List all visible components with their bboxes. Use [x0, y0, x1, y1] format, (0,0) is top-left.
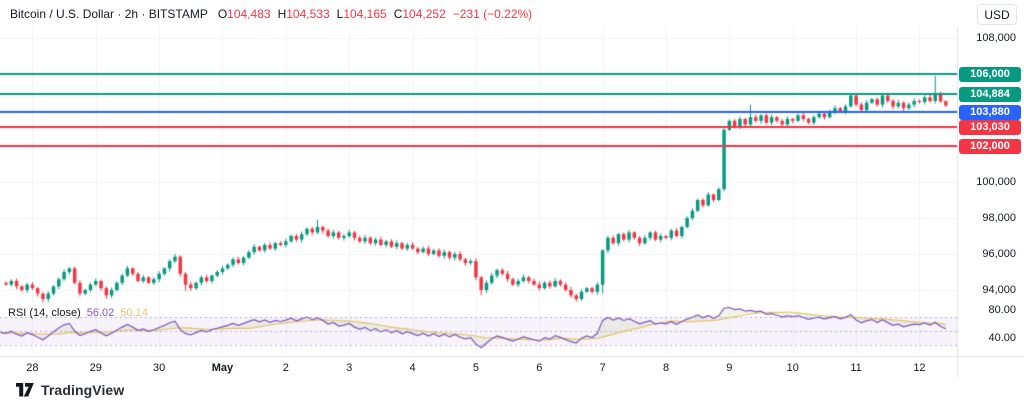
price-tick-label: 100,000 — [976, 175, 1016, 188]
currency-toggle-button[interactable]: USD — [977, 4, 1017, 25]
price-tick-label: 96,000 — [982, 247, 1016, 260]
rsi-tick-label: 40.00 — [988, 331, 1016, 344]
rsi-tick-label: 80.00 — [988, 303, 1016, 316]
time-axis-label: 12 — [913, 362, 926, 374]
price-axis[interactable]: 108,000 100,000 98,000 96,000 94,000 80.00 40.… — [957, 0, 1024, 378]
tradingview-logo-text: TradingView — [41, 382, 125, 398]
ohlc-open: O104,483 — [217, 7, 271, 21]
ohlc-high: H104,533 — [277, 7, 330, 21]
time-axis-label: 30 — [152, 362, 166, 374]
rsi-ma-value: 50.14 — [120, 307, 148, 319]
time-axis-label: 3 — [346, 362, 353, 374]
time-axis-label: 28 — [26, 362, 39, 374]
time-axis-label: 29 — [89, 362, 102, 374]
time-axis-label: 5 — [472, 362, 479, 374]
price-line-badge: 102,000 — [959, 138, 1021, 154]
time-axis-label: 2 — [282, 362, 289, 374]
time-axis-label: 7 — [599, 362, 606, 374]
price-line-badge: 103,880 — [959, 104, 1021, 120]
time-axis-label: 6 — [536, 362, 543, 374]
ohlc-close: C104,252 — [393, 7, 446, 21]
tradingview-attribution[interactable]: TradingView — [16, 382, 124, 398]
ohlc-low: L104,165 — [336, 7, 387, 21]
time-axis-label: 9 — [726, 362, 733, 374]
time-axis-label: 4 — [409, 362, 416, 374]
time-axis-label: May — [211, 362, 234, 374]
rsi-value: 56.02 — [86, 307, 115, 319]
time-axis[interactable]: 28 29 30 May 2 3 4 5 6 7 8 9 10 11 12 — [0, 356, 957, 378]
time-axis-label: 11 — [850, 362, 862, 374]
rsi-indicator-legend[interactable]: RSI (14, close) 56.02 50.14 — [8, 307, 148, 319]
tradingview-logo-icon — [16, 383, 34, 397]
time-axis-label: 8 — [662, 362, 670, 374]
price-tick-label: 108,000 — [976, 31, 1016, 44]
price-tick-label: 98,000 — [982, 211, 1016, 224]
rsi-title: RSI (14, close) — [8, 307, 81, 319]
bar-change-value: −231 (−0.22%) — [452, 7, 533, 21]
chart-legend[interactable]: Bitcoin / U.S. Dollar · 2h · BITSTAMP O1… — [10, 7, 532, 21]
price-line-badge: 103,030 — [959, 119, 1021, 135]
symbol-title[interactable]: Bitcoin / U.S. Dollar · 2h · BITSTAMP — [10, 7, 208, 21]
price-line-badge: 104,884 — [959, 86, 1021, 102]
time-axis-label: 10 — [786, 362, 799, 374]
price-tick-label: 94,000 — [982, 283, 1016, 296]
price-line-badge: 106,000 — [959, 66, 1021, 82]
